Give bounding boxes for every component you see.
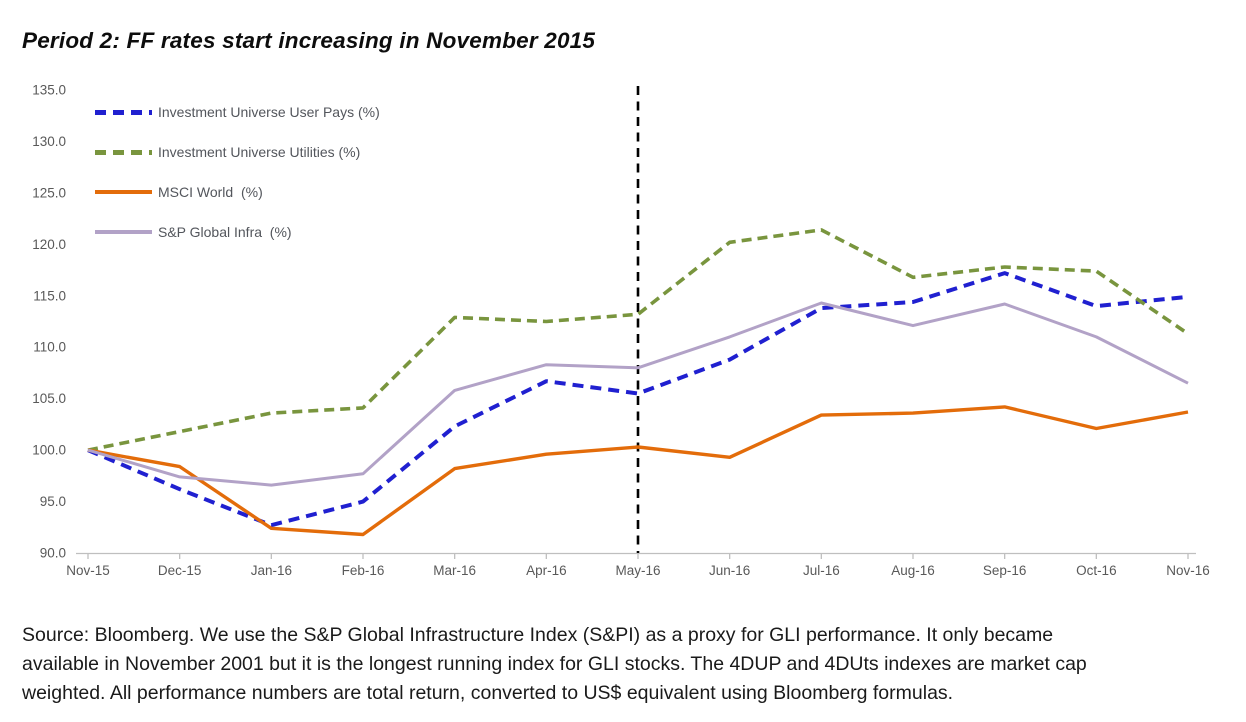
y-axis-label: 130.0 (32, 134, 66, 149)
x-axis-label: Mar-16 (433, 563, 476, 578)
series-line-1 (87, 271, 1189, 528)
x-axis-label: Jan-16 (251, 563, 292, 578)
y-axis-label: 90.0 (40, 546, 66, 561)
x-axis-label: Aug-16 (891, 563, 935, 578)
x-axis-label: Nov-16 (1166, 563, 1210, 578)
series-line-2 (87, 228, 1190, 452)
y-axis-label: 120.0 (32, 237, 66, 252)
legend-label-utilities: Investment Universe Utilities (%) (158, 144, 361, 160)
y-axis-label: 135.0 (32, 83, 66, 98)
x-axis-label: Sep-16 (983, 563, 1027, 578)
x-axis-label: Dec-15 (158, 563, 202, 578)
x-axis-label: Oct-16 (1076, 563, 1117, 578)
y-axis-label: 115.0 (33, 288, 66, 303)
legend-label-user-pays: Investment Universe User Pays (%) (158, 104, 380, 120)
y-axis-label: 95.0 (40, 494, 66, 509)
legend-label-msci-world: MSCI World (%) (158, 184, 263, 200)
source-note: Source: Bloomberg. We use the S&P Global… (22, 621, 1222, 707)
source-note-line: available in November 2001 but it is the… (22, 652, 1087, 675)
source-note-line: weighted. All performance numbers are to… (22, 681, 954, 704)
legend-item-user-pays: Investment Universe User Pays (%) (95, 92, 380, 132)
x-axis-label: Jun-16 (709, 563, 750, 578)
y-axis-label: 100.0 (32, 443, 66, 458)
x-axis-label: Jul-16 (803, 563, 840, 578)
legend-swatch-sp-global-infra (95, 230, 152, 234)
source-note-line: Source: Bloomberg. We use the S&P Global… (22, 624, 1054, 646)
x-axis-label: May-16 (615, 563, 660, 578)
y-axis-label: 110.0 (33, 340, 66, 355)
legend-item-sp-global-infra: S&P Global Infra (%) (95, 212, 380, 252)
x-axis-label: Feb-16 (342, 563, 385, 578)
y-axis-label: 105.0 (32, 391, 66, 406)
legend-item-utilities: Investment Universe Utilities (%) (95, 132, 380, 172)
x-axis-label: Apr-16 (526, 563, 567, 578)
y-axis-label: 125.0 (32, 185, 66, 200)
chart-legend: Investment Universe User Pays (%) Invest… (95, 92, 380, 252)
page-title: Period 2: FF rates start increasing in N… (22, 28, 596, 53)
legend-swatch-msci-world (95, 190, 152, 194)
series-line-3 (87, 405, 1189, 537)
legend-swatch-user-pays (95, 109, 152, 115)
series-line-4 (87, 301, 1189, 487)
legend-item-msci-world: MSCI World (%) (95, 172, 380, 212)
x-axis-label: Nov-15 (66, 563, 110, 578)
legend-swatch-utilities (95, 149, 152, 155)
legend-label-sp-global-infra: S&P Global Infra (%) (158, 224, 292, 240)
